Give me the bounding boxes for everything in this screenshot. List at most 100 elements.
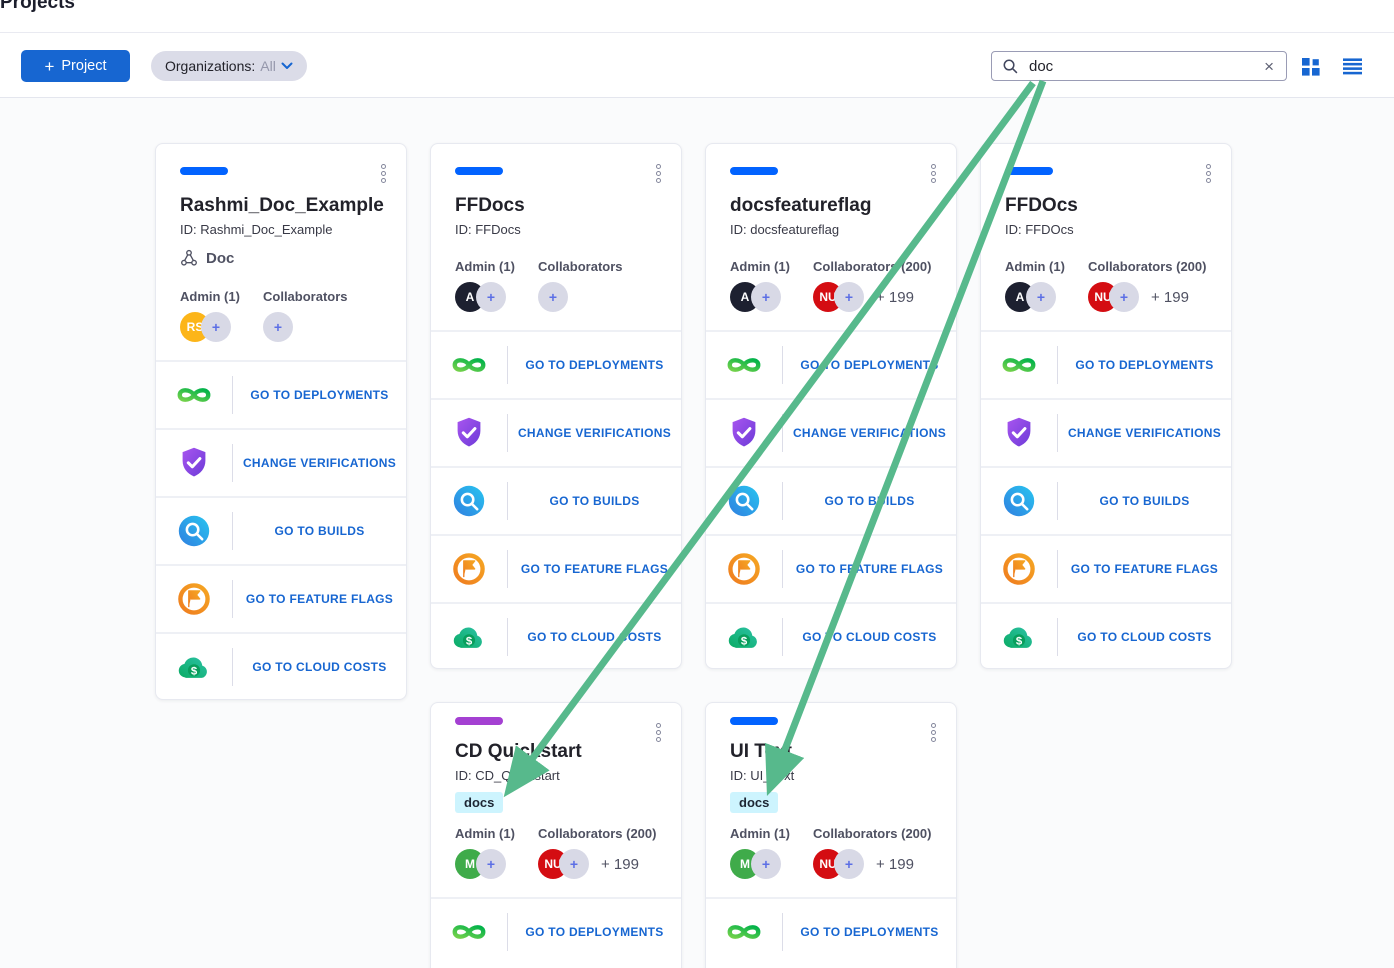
module-color-bar (730, 717, 778, 725)
deployments-infinity-icon (156, 376, 232, 414)
builds-ci-icon (706, 482, 782, 520)
cloud-costs-icon (981, 618, 1057, 656)
builds-ci-icon (981, 482, 1057, 520)
add-collaborator-button[interactable]: + (834, 849, 864, 879)
organizations-filter[interactable]: Organizations: All (151, 51, 307, 81)
builds-ci-icon (431, 482, 507, 520)
go-to-feature-flags-link[interactable]: GO TO FEATURE FLAGS (431, 534, 681, 602)
feature-flag-icon (431, 550, 507, 588)
module-color-bar (1005, 167, 1053, 175)
add-collaborator-button[interactable]: + (1109, 282, 1139, 312)
go-to-cloud-costs-link[interactable]: GO TO CLOUD COSTS (981, 602, 1231, 668)
go-to-deployments-link[interactable]: GO TO DEPLOYMENTS (981, 330, 1231, 398)
project-card-ui-text[interactable]: UI Text ID: UI_Text docs Admin (1) M + C… (705, 702, 957, 968)
go-to-cloud-costs-link[interactable]: GO TO CLOUD COSTS (431, 602, 681, 668)
add-admin-button[interactable]: + (751, 282, 781, 312)
go-to-builds-link[interactable]: GO TO BUILDS (981, 466, 1231, 534)
project-title: Rashmi_Doc_Example (180, 195, 384, 216)
collaborators-overflow-count: + 199 (1151, 288, 1189, 306)
admin-label: Admin (1) (730, 259, 790, 274)
project-id: ID: FFDOcs (1005, 222, 1074, 237)
card-menu-icon[interactable] (379, 162, 388, 185)
collaborators-label: Collaborators (200) (813, 259, 932, 274)
search-clear-icon[interactable]: × (1264, 56, 1274, 76)
go-to-deployments-link[interactable]: GO TO DEPLOYMENTS (431, 330, 681, 398)
list-view-icon[interactable] (1343, 58, 1362, 80)
deployments-infinity-icon (431, 346, 507, 384)
deployments-infinity-icon (431, 913, 507, 951)
chevron-down-icon (281, 62, 293, 70)
feature-flag-icon (706, 550, 782, 588)
module-color-bar (455, 717, 503, 725)
add-admin-button[interactable]: + (476, 282, 506, 312)
add-collaborator-button[interactable]: + (834, 282, 864, 312)
add-admin-button[interactable]: + (1026, 282, 1056, 312)
go-to-builds-link[interactable]: GO TO BUILDS (706, 466, 956, 534)
change-verifications-link[interactable]: CHANGE VERIFICATIONS (156, 428, 406, 496)
organizations-filter-label: Organizations: (165, 58, 256, 74)
search-input[interactable] (1027, 56, 1263, 76)
go-to-deployments-link[interactable]: GO TO DEPLOYMENTS (706, 897, 956, 965)
project-card-cd-quickstart[interactable]: CD Quickstart ID: CD_Quickstart docs Adm… (430, 702, 682, 968)
feature-flag-icon (156, 580, 232, 618)
go-to-cloud-costs-link[interactable]: GO TO CLOUD COSTS (706, 602, 956, 668)
go-to-feature-flags-link[interactable]: GO TO FEATURE FLAGS (981, 534, 1231, 602)
add-collaborator-button[interactable]: + (263, 312, 293, 342)
verification-shield-icon (706, 414, 782, 452)
go-to-builds-link[interactable]: GO TO BUILDS (156, 496, 406, 564)
collaborators-label: Collaborators (200) (1088, 259, 1207, 274)
collaborators-overflow-count: + 199 (876, 855, 914, 873)
admin-label: Admin (1) (455, 826, 515, 841)
go-to-deployments-link[interactable]: GO TO DEPLOYMENTS (706, 330, 956, 398)
project-title: docsfeatureflag (730, 195, 872, 216)
deployments-infinity-icon (706, 913, 782, 951)
grid-view-icon[interactable] (1302, 58, 1320, 81)
collaborators-label: Collaborators (200) (538, 826, 657, 841)
project-card-ffdocs-2[interactable]: FFDOcs ID: FFDOcs Admin (1) A + Collabor… (980, 143, 1232, 669)
new-project-button[interactable]: + Project (21, 50, 130, 82)
project-tag: Doc (180, 249, 382, 267)
go-to-deployments-link[interactable]: GO TO DEPLOYMENTS (156, 360, 406, 428)
cloud-costs-icon (156, 648, 232, 686)
project-title: FFDocs (455, 195, 525, 216)
module-color-bar (455, 167, 503, 175)
go-to-deployments-link[interactable]: GO TO DEPLOYMENTS (431, 897, 681, 965)
change-verifications-link[interactable]: CHANGE VERIFICATIONS (431, 398, 681, 466)
feature-flag-icon (981, 550, 1057, 588)
cloud-costs-icon (431, 618, 507, 656)
project-id: ID: CD_Quickstart (455, 768, 560, 783)
admin-label: Admin (1) (455, 259, 515, 274)
add-admin-button[interactable]: + (201, 312, 231, 342)
collaborators-overflow-count: + 199 (876, 288, 914, 306)
collaborators-label: Collaborators (538, 259, 623, 274)
admin-label: Admin (1) (180, 289, 240, 304)
project-title: CD Quickstart (455, 741, 582, 762)
page-header: Projects + Project Organizations: All × (0, 0, 1394, 98)
change-verifications-link[interactable]: CHANGE VERIFICATIONS (706, 398, 956, 466)
card-menu-icon[interactable] (1204, 162, 1213, 185)
tag-label: Doc (206, 249, 235, 267)
verification-shield-icon (431, 414, 507, 452)
go-to-feature-flags-link[interactable]: GO TO FEATURE FLAGS (706, 534, 956, 602)
tag-network-icon (180, 249, 198, 267)
go-to-feature-flags-link[interactable]: GO TO FEATURE FLAGS (156, 564, 406, 632)
add-collaborator-button[interactable]: + (559, 849, 589, 879)
project-card-rashmi-doc-example[interactable]: Rashmi_Doc_Example ID: Rashmi_Doc_Exampl… (155, 143, 407, 700)
search-match-tag: docs (730, 792, 779, 813)
project-card-ffdocs[interactable]: FFDocs ID: FFDocs Admin (1) A + Collabor… (430, 143, 682, 669)
project-card-docsfeatureflag[interactable]: docsfeatureflag ID: docsfeatureflag Admi… (705, 143, 957, 669)
project-id: ID: docsfeatureflag (730, 222, 840, 237)
go-to-builds-link[interactable]: GO TO BUILDS (431, 466, 681, 534)
project-title: FFDOcs (1005, 195, 1078, 216)
collaborators-label: Collaborators (263, 289, 348, 304)
project-id: ID: UI_Text (730, 768, 795, 783)
add-collaborator-button[interactable]: + (538, 282, 568, 312)
add-admin-button[interactable]: + (476, 849, 506, 879)
go-to-cloud-costs-link[interactable]: GO TO CLOUD COSTS (156, 632, 406, 699)
add-admin-button[interactable]: + (751, 849, 781, 879)
module-color-bar (730, 167, 778, 175)
search-box[interactable]: × (991, 51, 1287, 81)
plus-icon: + (44, 56, 55, 76)
verification-shield-icon (156, 444, 232, 482)
change-verifications-link[interactable]: CHANGE VERIFICATIONS (981, 398, 1231, 466)
